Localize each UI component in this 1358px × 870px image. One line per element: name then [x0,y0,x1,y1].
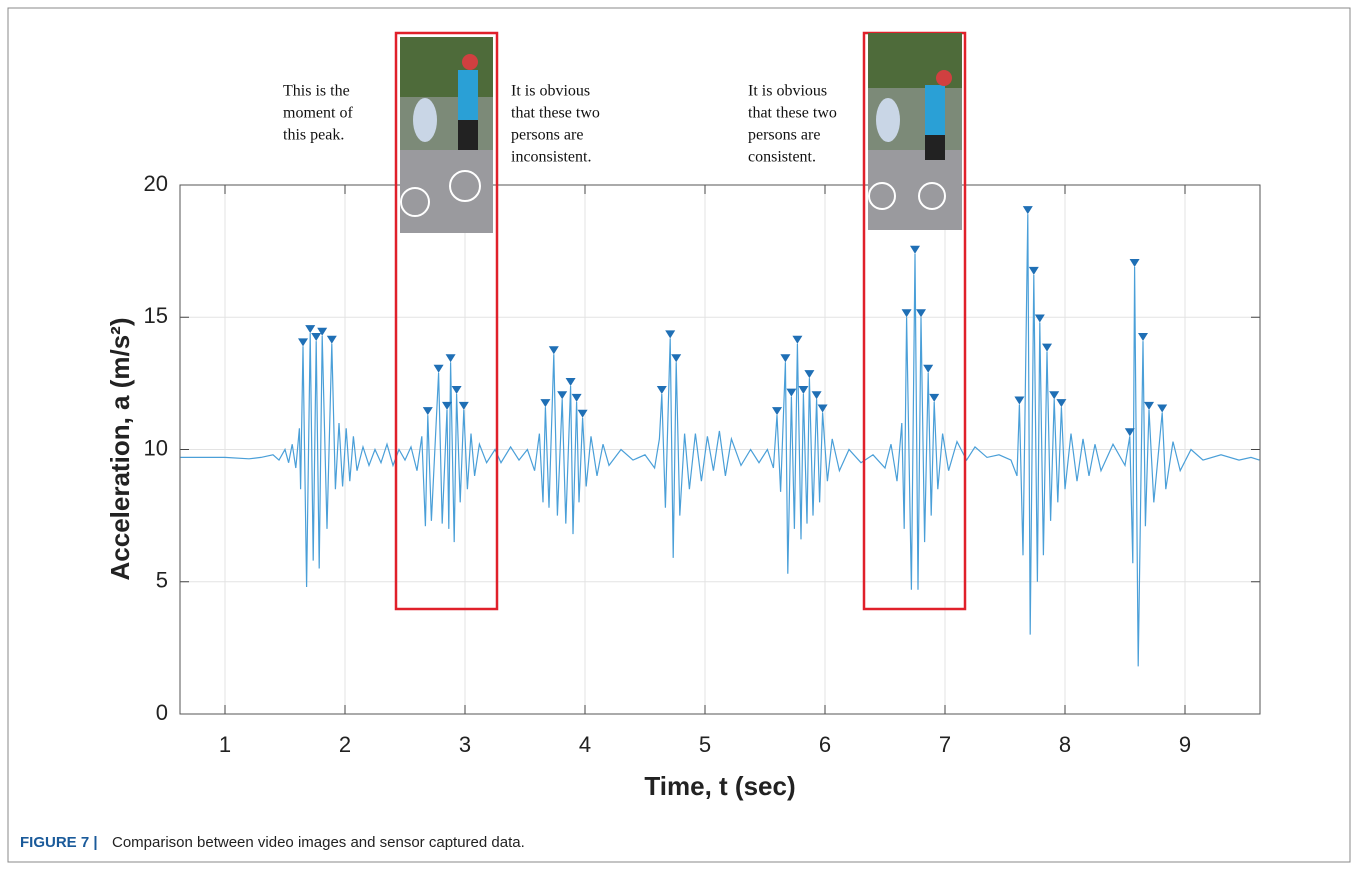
y-tick-label: 0 [156,700,168,725]
x-tick-label: 3 [459,732,471,757]
caption-label: FIGURE 7 | [20,834,98,851]
peak-marker [540,399,551,408]
peak-marker [317,327,328,336]
peak-marker [656,385,667,394]
peak-marker [671,354,682,363]
peak-marker [786,388,797,397]
peak-marker [451,385,462,394]
peak-marker [929,393,940,402]
annotation: inconsistent. [511,149,591,166]
peak-marker [565,378,576,387]
peak-marker [817,404,828,413]
x-tick-label: 5 [699,732,711,757]
peak-marker [1056,399,1067,408]
peak-marker [1157,404,1168,413]
annotation: that these two [748,105,837,122]
x-tick-label: 8 [1059,732,1071,757]
peak-marker [1014,396,1025,405]
y-tick-label: 20 [144,171,168,196]
peak-marker [1034,314,1045,323]
peak-marker [311,333,322,342]
x-tick-label: 6 [819,732,831,757]
peak-marker [1042,343,1052,352]
x-tick-label: 7 [939,732,951,757]
peak-marker [910,245,920,254]
y-tick-label: 10 [144,435,168,460]
x-tick-label: 9 [1179,732,1191,757]
annotation: that these two [511,105,600,122]
peak-marker [901,309,912,318]
peak-marker [445,354,456,363]
peak-marker [326,335,337,344]
y-tick-label: 15 [144,303,168,328]
peak-marker [548,346,559,355]
highlight-box [394,31,499,611]
annotation: persons are [748,127,820,144]
signal-line [180,214,1260,667]
annotation: This is the [283,83,350,100]
annotation: It is obvious [511,83,590,100]
peak-marker [1124,428,1135,437]
peak-marker [923,364,934,373]
peak-marker [305,325,316,334]
annotation: consistent. [748,149,816,166]
annotation: this peak. [283,127,344,144]
peak-marker [298,338,308,347]
annotation: It is obvious [748,83,827,100]
peak-marker [442,401,452,410]
y-tick-label: 5 [156,568,168,593]
x-axis-title: Time, t (sec) [644,771,795,801]
peak-marker [916,309,926,318]
peak-marker [557,391,568,400]
peak-marker [422,407,433,416]
video-frame [400,37,493,233]
x-tick-label: 2 [339,732,351,757]
peak-marker [780,354,791,363]
x-tick-label: 4 [579,732,591,757]
y-axis-title: Acceleration, a (m/s²) [105,318,135,581]
peak-marker [811,391,822,400]
peak-marker [1144,401,1154,410]
peak-marker [792,335,803,344]
x-tick-label: 1 [219,732,231,757]
peak-marker [1028,266,1039,275]
annotation: persons are [511,127,583,144]
plot: 1 2 3 4 5 6 7 8 9 0 5 10 15 20 [144,171,1261,757]
axes-box [179,184,1261,715]
peak-marker [665,330,676,339]
peak-marker [458,401,469,410]
peak-marker [1049,391,1060,400]
peak-marker [798,385,809,394]
annotation: moment of [283,105,353,122]
peak-marker [772,407,782,416]
peak-marker [804,370,815,379]
peak-marker [433,364,444,373]
peak-marker [1022,206,1033,215]
peak-marker [1138,333,1148,342]
peak-marker [571,393,582,402]
peak-marker [577,409,588,418]
peak-marker [1129,258,1140,267]
caption-text: Comparison between video images and sens… [112,834,525,851]
video-frame [868,33,962,230]
